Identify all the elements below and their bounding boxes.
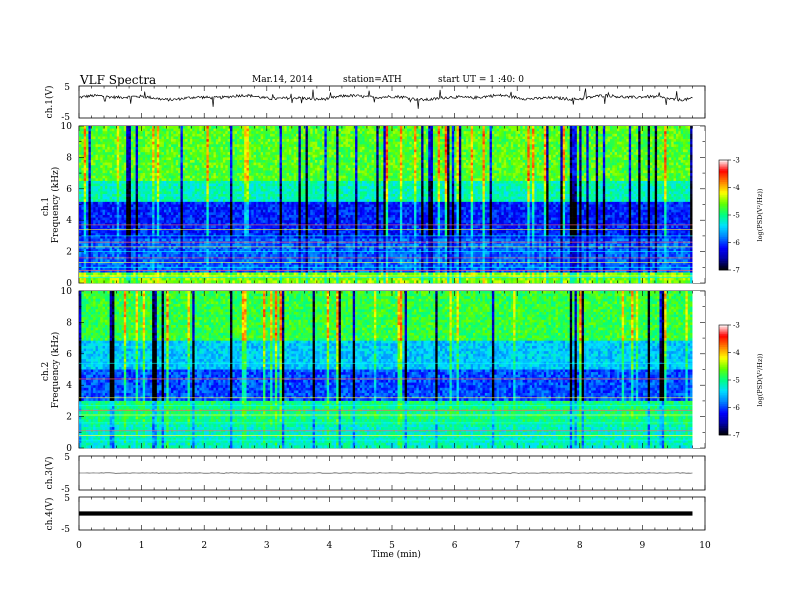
time-tick-label: 10 <box>699 541 711 551</box>
ch4-waveform-panel: 5 -5 ch.4(V) <box>44 494 706 535</box>
colorbar-tick-label: -6 <box>733 404 740 412</box>
ch1-ytick-bottom: -5 <box>61 113 70 123</box>
ch1-waveform-frame <box>78 85 706 119</box>
date-label: Mar.14, 2014 <box>252 75 313 85</box>
ch1-ytick-label: 8 <box>66 153 72 163</box>
ch2-colorbar: -3 -4 -5 -6 -7 log(PSD(V²/Hz)) <box>718 322 764 440</box>
ch1-spectrogram-image <box>79 126 705 284</box>
ch1-ytick-label: 0 <box>66 279 72 289</box>
time-axis-label: Time (min) <box>371 549 421 560</box>
time-tick-label: 5 <box>389 541 395 551</box>
ch1-label: ch.1 <box>41 197 51 216</box>
ch2-spectrogram-ylabel: ch.2 Frequency (kHz) <box>41 332 61 409</box>
ch1-waveform-ylabel: ch.1(V) <box>44 86 55 119</box>
figure-header: VLF Spectra Mar.14, 2014 station=ATH sta… <box>79 73 524 87</box>
ch2-spectrogram-panel: 0 2 4 6 8 10 ch.2 Frequency (kHz) -3 -4 -5 -6 -7 l… <box>41 287 764 454</box>
ch1-ytick-top: 5 <box>64 83 70 93</box>
x-ticks <box>78 456 706 490</box>
time-tick-label: 3 <box>264 541 270 551</box>
ch1-frequency-label: Frequency (kHz) <box>50 167 61 244</box>
colorbar-tick-label: -3 <box>733 322 740 330</box>
colorbar-tick-label: -4 <box>733 349 740 357</box>
ch1-ytick-label: 6 <box>66 185 72 195</box>
ch4-ytick-top: 5 <box>64 494 70 504</box>
ch3-ytick-bottom: -5 <box>61 485 70 495</box>
ch1-spectrogram-panel: 0 2 4 6 8 10 ch.1 Frequency (kHz) -3 -4 -5 -6 -7 l… <box>41 122 764 289</box>
ch2-spectrogram-image <box>79 291 705 449</box>
colorbar-label: log(PSD(V²/Hz)) <box>756 188 764 241</box>
ch3-waveform-panel: 5 -5 ch.3(V) <box>44 453 706 495</box>
colorbar-tick-label: -5 <box>733 377 740 385</box>
ch2-frequency-label: Frequency (kHz) <box>50 332 61 409</box>
time-tick-label: 4 <box>327 541 333 551</box>
time-tick-label: 7 <box>514 541 520 551</box>
figure-title: VLF Spectra <box>79 73 156 87</box>
ch1-colorbar: -3 -4 -5 -6 -7 log(PSD(V²/Hz)) <box>718 157 764 275</box>
ch4-ytick-bottom: -5 <box>61 525 70 535</box>
x-ticks <box>78 291 706 448</box>
ch3-waveform-ylabel: ch.3(V) <box>44 457 55 490</box>
colorbar-tick-label: -7 <box>733 267 740 275</box>
start-ut-label: start UT = 1 :40: 0 <box>438 75 524 85</box>
ch1-y-axis: 0 2 4 6 8 10 <box>61 122 705 289</box>
station-label: station=ATH <box>343 75 402 85</box>
ch2-ytick-label: 10 <box>61 287 73 297</box>
ch3-ytick-top: 5 <box>64 453 70 463</box>
colorbar-tick-label: -4 <box>733 184 740 192</box>
ch1-waveform-line <box>78 88 693 109</box>
time-axis: 0 1 2 3 4 5 6 7 8 9 10 <box>76 541 711 551</box>
time-tick-label: 0 <box>76 541 82 551</box>
ch1-ytick-label: 4 <box>66 216 72 226</box>
time-tick-label: 6 <box>452 541 458 551</box>
time-tick-label: 9 <box>640 541 646 551</box>
ch2-label: ch.2 <box>41 362 51 381</box>
time-tick-label: 1 <box>139 541 145 551</box>
colorbar-label: log(PSD(V²/Hz)) <box>756 353 764 406</box>
ch3-waveform-line <box>79 472 693 474</box>
colorbar-tick-label: -5 <box>733 212 740 220</box>
ch2-ytick-label: 2 <box>66 413 72 423</box>
ch1-ytick-label: 10 <box>61 122 73 132</box>
x-ticks <box>78 497 706 530</box>
colorbar-tick-label: -7 <box>733 432 740 440</box>
ch1-spectrogram-ylabel: ch.1 Frequency (kHz) <box>41 167 61 244</box>
ch2-ytick-label: 0 <box>66 444 72 454</box>
x-ticks <box>78 126 706 283</box>
ch2-y-axis: 0 2 4 6 8 10 <box>61 287 705 454</box>
colorbar-tick-label: -6 <box>733 239 740 247</box>
ch1-ytick-label: 2 <box>66 248 72 258</box>
colorbar-tick-label: -3 <box>733 157 740 165</box>
x-ticks <box>78 86 706 118</box>
time-tick-label: 2 <box>201 541 207 551</box>
ch2-ytick-label: 6 <box>66 350 72 360</box>
ch4-waveform-ylabel: ch.4(V) <box>44 498 55 531</box>
time-tick-label: 8 <box>577 541 583 551</box>
ch2-ytick-label: 4 <box>66 381 72 391</box>
ch2-ytick-label: 8 <box>66 318 72 328</box>
ch1-waveform-panel: 5 -5 ch.1(V) <box>44 83 706 123</box>
